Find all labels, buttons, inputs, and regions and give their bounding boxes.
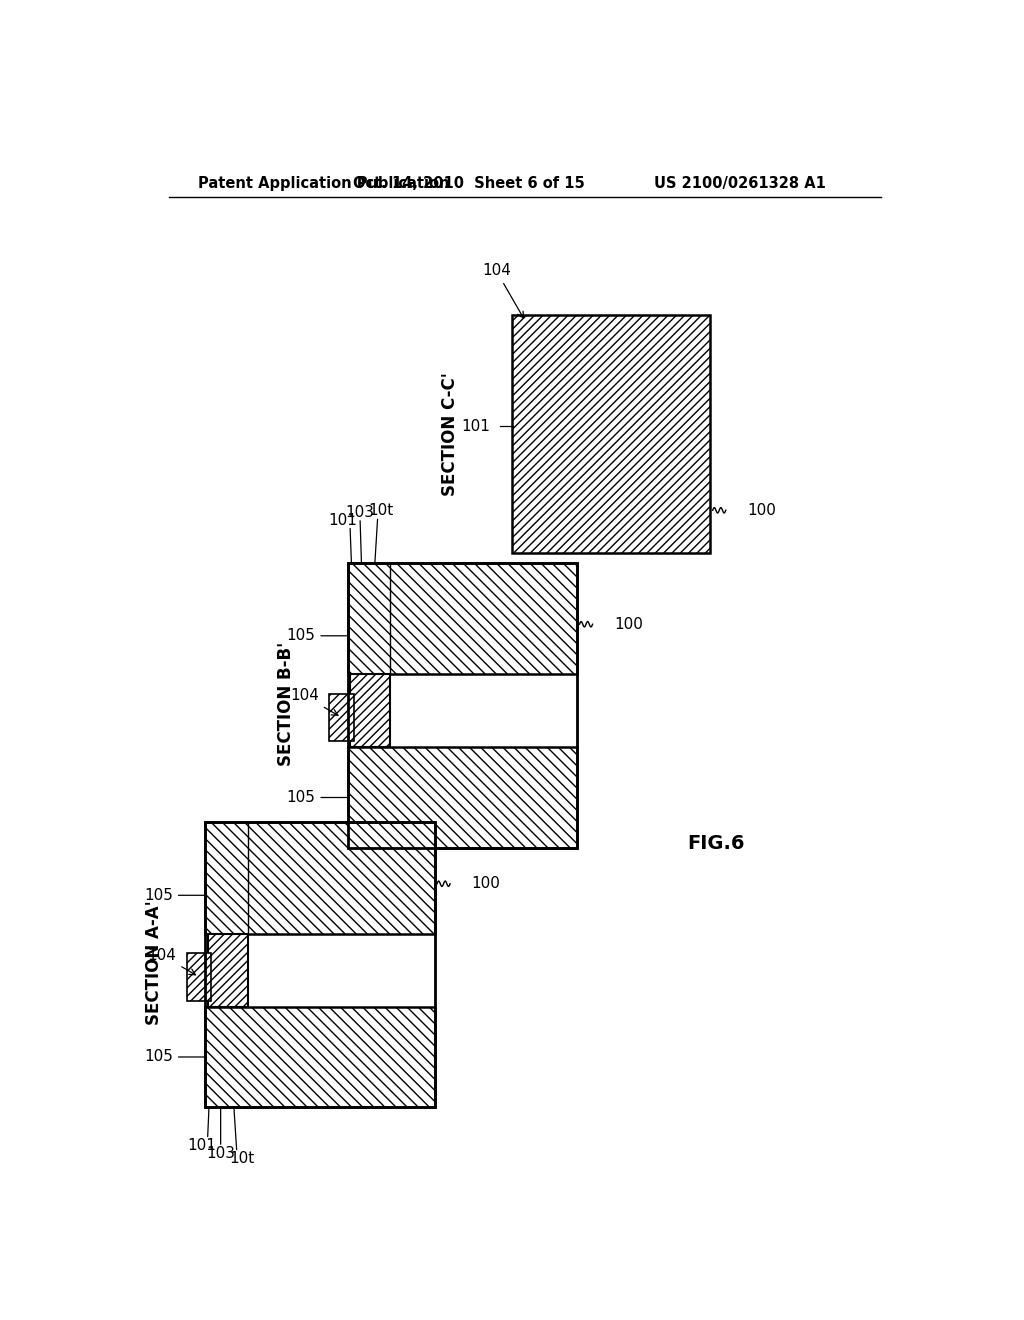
Text: 10t: 10t	[228, 1151, 254, 1166]
Text: SECTION A-A': SECTION A-A'	[144, 900, 163, 1026]
Text: 100: 100	[748, 503, 776, 517]
Text: 105: 105	[144, 1049, 204, 1064]
Text: SECTION C-C': SECTION C-C'	[441, 372, 459, 496]
Text: 101: 101	[328, 512, 356, 528]
Text: 103: 103	[345, 506, 375, 520]
Text: 100: 100	[614, 616, 643, 632]
Bar	[350, 675, 390, 747]
Bar	[348, 747, 578, 847]
Bar	[512, 315, 711, 553]
Bar	[348, 562, 578, 847]
Text: 101: 101	[461, 418, 490, 434]
Bar	[348, 562, 578, 675]
Text: 105: 105	[287, 628, 346, 643]
Text: 105: 105	[144, 888, 204, 903]
Text: US 2100/0261328 A1: US 2100/0261328 A1	[654, 176, 826, 190]
Text: 104: 104	[482, 263, 523, 318]
Bar	[208, 933, 248, 1007]
Bar	[330, 693, 354, 742]
Bar	[186, 953, 211, 1001]
Bar	[205, 822, 435, 933]
Text: Patent Application Publication: Patent Application Publication	[199, 176, 450, 190]
Bar	[205, 822, 435, 1107]
Text: Oct. 14, 2010  Sheet 6 of 15: Oct. 14, 2010 Sheet 6 of 15	[353, 176, 586, 190]
Text: 105: 105	[287, 789, 346, 805]
Text: SECTION B-B': SECTION B-B'	[278, 642, 295, 766]
Bar	[205, 1007, 435, 1107]
Text: 10t: 10t	[369, 503, 393, 517]
Text: 104: 104	[290, 688, 338, 715]
Text: 101: 101	[187, 1138, 216, 1154]
Text: 104: 104	[147, 948, 196, 974]
Text: 100: 100	[472, 876, 501, 891]
Text: 103: 103	[206, 1146, 236, 1160]
Text: FIG.6: FIG.6	[687, 834, 744, 853]
